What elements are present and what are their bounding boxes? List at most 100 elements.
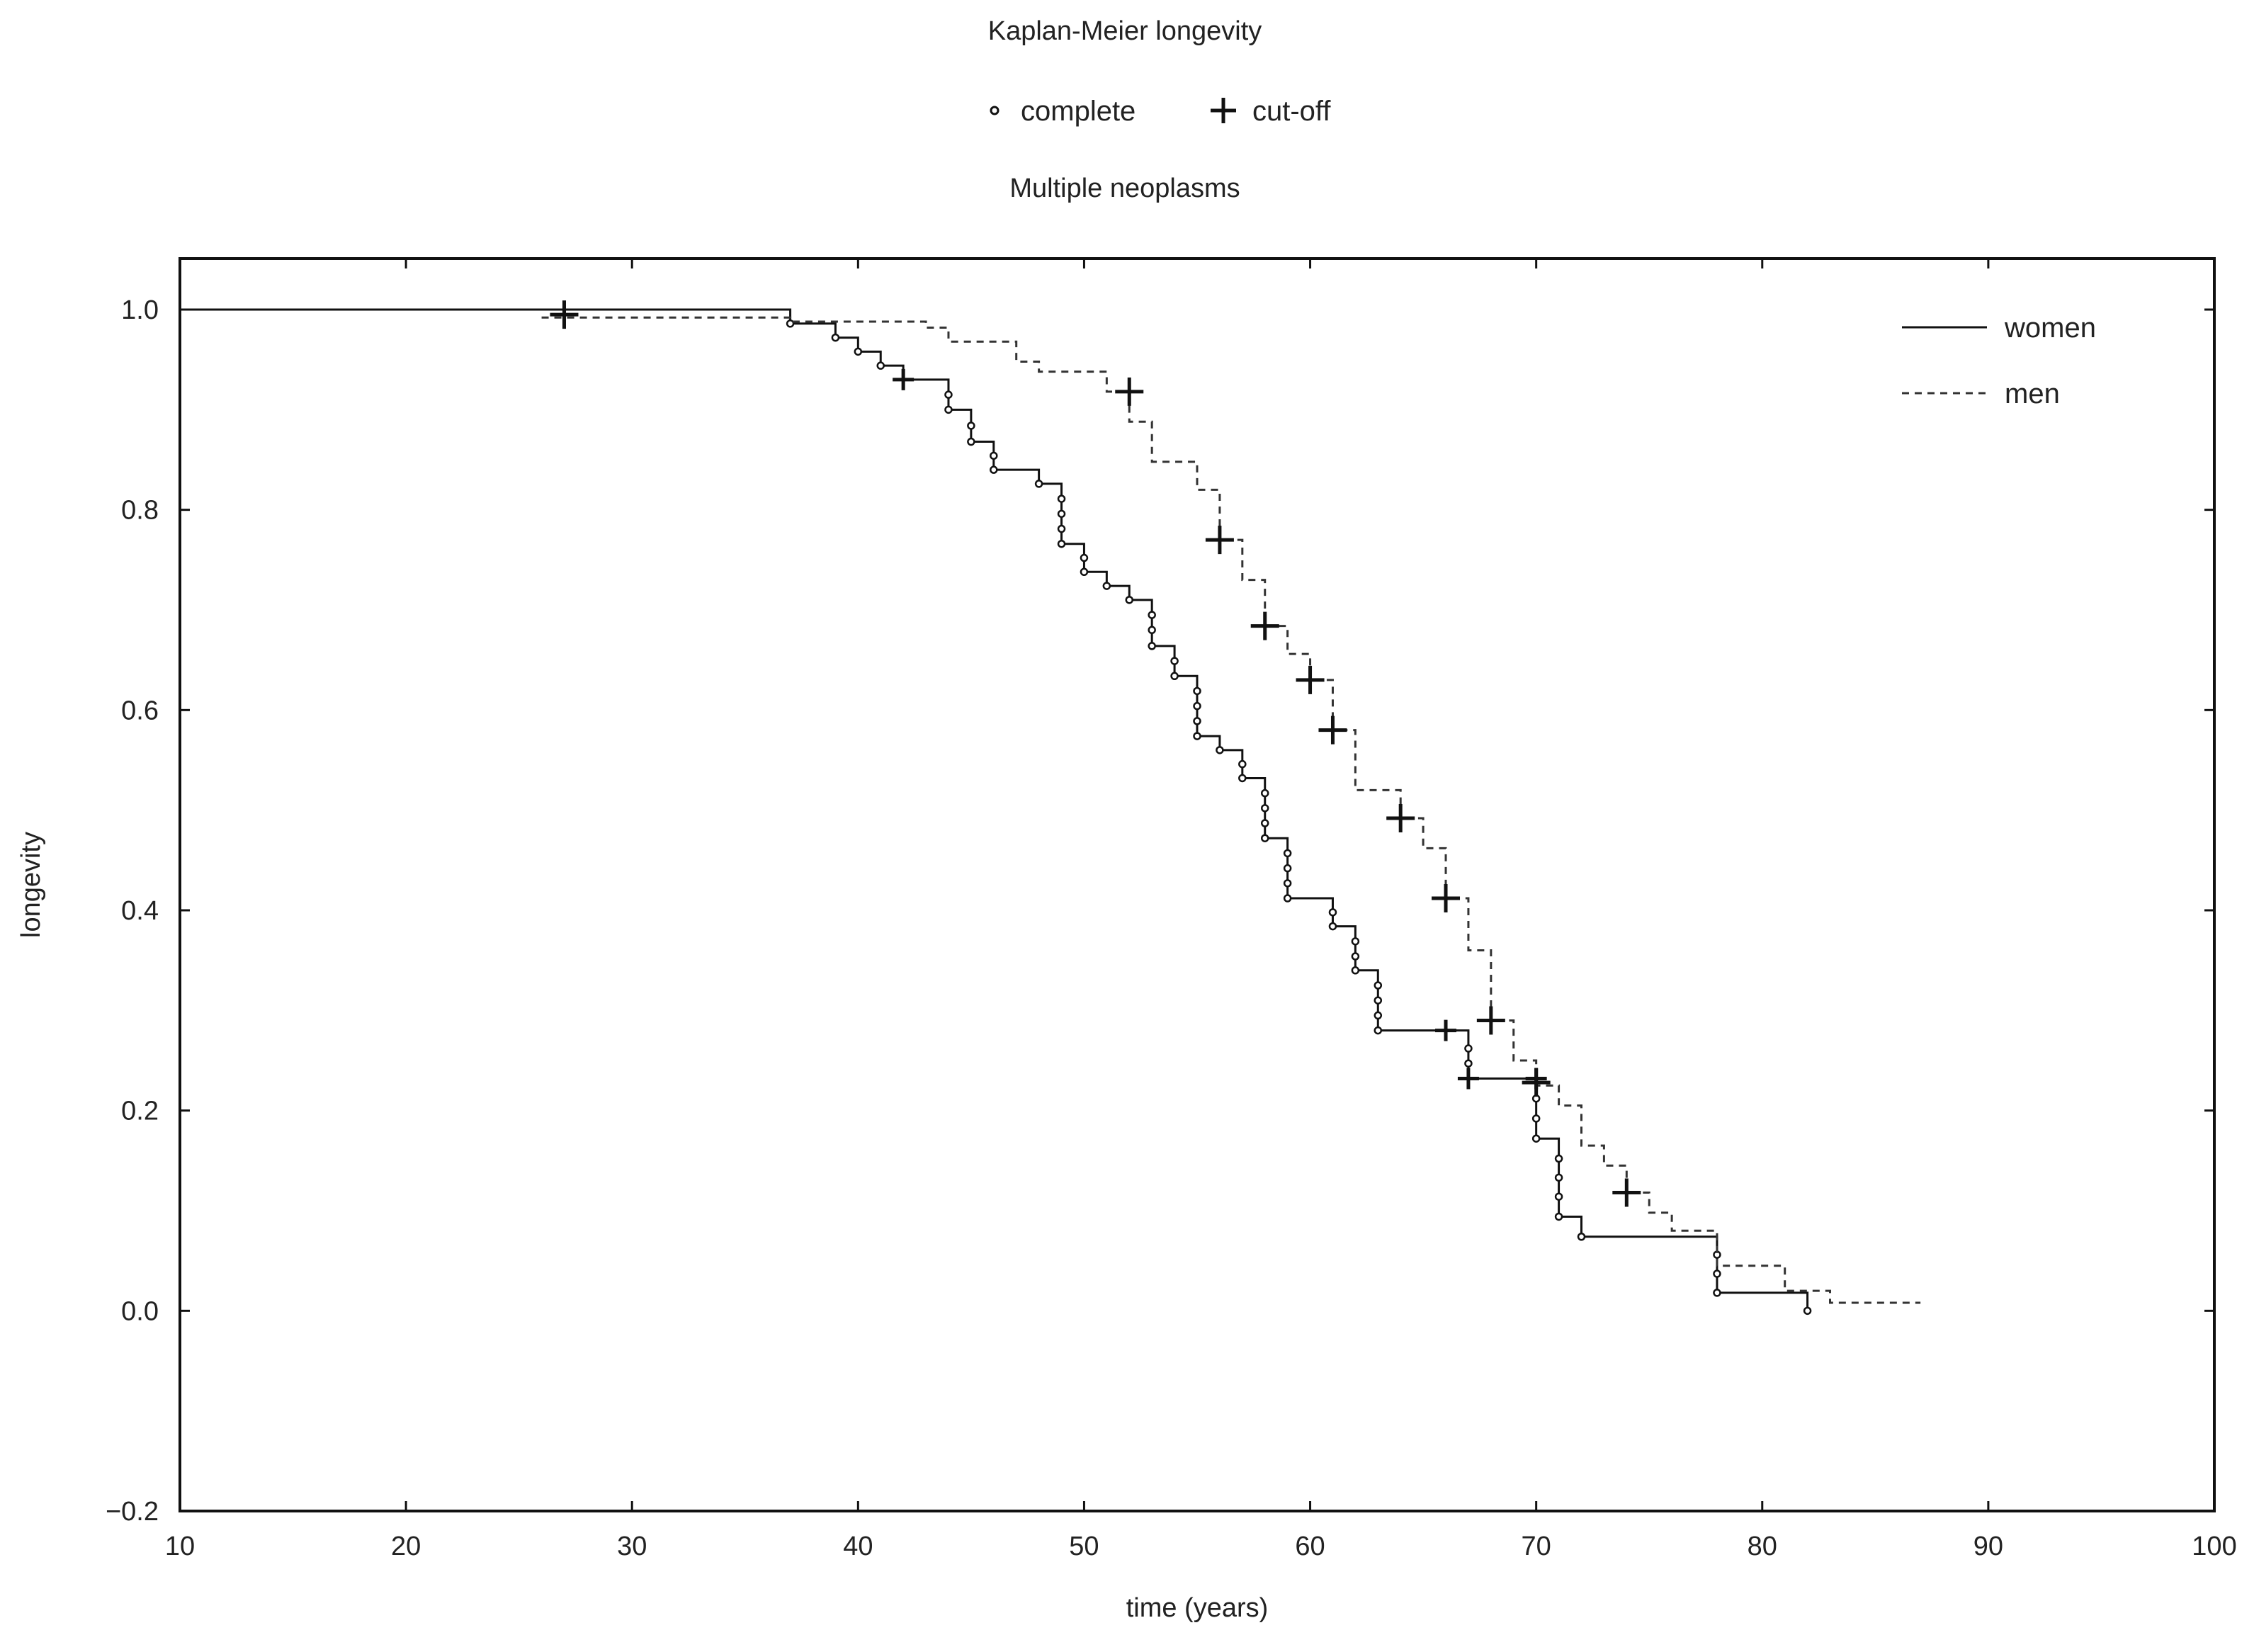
x-tick-label: 20 — [391, 1532, 421, 1561]
women-complete-point — [1260, 788, 1269, 798]
women-complete-point — [1531, 1114, 1541, 1123]
men-cutoff-point — [1205, 526, 1234, 555]
women-complete-point — [1193, 732, 1201, 740]
x-tick-label: 40 — [843, 1532, 873, 1561]
women-complete-point — [1216, 746, 1224, 754]
women-complete-point — [1125, 596, 1134, 604]
women-complete-point — [786, 319, 795, 328]
women-complete-point — [1102, 582, 1111, 590]
women-complete-point — [1328, 922, 1337, 931]
complete-legend-label: complete — [1021, 96, 1136, 127]
y-tick-label: 0.6 — [121, 696, 159, 725]
women-complete-point — [1464, 1044, 1473, 1053]
y-tick-label: 0.2 — [121, 1097, 159, 1126]
women-complete-point — [967, 437, 975, 446]
y-tick-label: 0.0 — [121, 1296, 159, 1326]
men-cutoff-point — [1432, 884, 1461, 913]
x-tick-label: 10 — [165, 1532, 195, 1561]
y-tick-label: −0.2 — [106, 1497, 159, 1527]
marker-legend: complete cut-off — [990, 96, 1331, 127]
women-complete-point — [944, 405, 953, 414]
series-women — [180, 308, 1812, 1316]
women-complete-point — [876, 361, 885, 370]
women-cutoff-point — [1457, 1068, 1479, 1090]
women-complete-point — [1351, 937, 1360, 946]
women-complete-point — [1531, 1134, 1541, 1143]
women-complete-point — [1328, 908, 1337, 917]
women-complete-point — [1170, 657, 1179, 665]
series-layer — [180, 300, 1921, 1316]
men-cutoff-point — [1296, 665, 1325, 694]
women-complete-point — [1170, 672, 1179, 681]
women-complete-point — [1374, 1011, 1383, 1020]
women-complete-point — [944, 390, 953, 399]
women-complete-point — [1713, 1269, 1721, 1278]
women-complete-point — [1283, 894, 1292, 903]
women-complete-point — [1554, 1192, 1563, 1201]
x-tick-label: 30 — [617, 1532, 647, 1561]
chart-title: Kaplan-Meier longevity — [988, 16, 1262, 46]
women-complete-point — [831, 333, 840, 342]
men-cutoff-point — [1522, 1068, 1551, 1097]
x-tick-label: 90 — [1973, 1532, 2003, 1561]
women-complete-point — [1374, 981, 1383, 990]
men-cutoff-point — [550, 300, 579, 329]
women-complete-point — [1148, 626, 1156, 635]
chart-subtitle: Multiple neoplasms — [1009, 174, 1240, 203]
women-complete-point — [1374, 1026, 1383, 1035]
women-complete-point — [854, 347, 863, 356]
women-complete-point — [1148, 611, 1156, 619]
women-complete-point — [1260, 834, 1269, 842]
cutoff-legend-plus-icon — [1211, 98, 1236, 123]
y-tick-label: 1.0 — [121, 295, 159, 325]
x-axis: 10 20 30 40 50 60 70 80 90 100 — [165, 259, 2237, 1561]
women-complete-point — [990, 465, 998, 474]
women-complete-point — [1080, 567, 1089, 577]
women-complete-point — [1034, 480, 1043, 488]
men-cutoff-point — [1318, 715, 1347, 745]
women-complete-point — [1238, 759, 1247, 769]
men-cutoff-point — [1386, 803, 1415, 832]
men-cutoff-point — [1250, 611, 1279, 640]
women-complete-point — [1080, 553, 1089, 562]
women-complete-point — [1057, 539, 1066, 548]
x-tick-label: 50 — [1069, 1532, 1099, 1561]
women-complete-point — [1554, 1154, 1563, 1163]
women-complete-point — [1374, 996, 1383, 1005]
women-complete-point — [1464, 1059, 1473, 1068]
x-axis-label: time (years) — [1126, 1593, 1269, 1623]
x-tick-label: 70 — [1522, 1532, 1551, 1561]
men-cutoff-point — [1115, 377, 1144, 406]
x-tick-label: 80 — [1748, 1532, 1777, 1561]
women-complete-point — [1238, 774, 1247, 783]
men-legend-label: men — [2005, 378, 2060, 409]
series-men — [541, 300, 1921, 1304]
women-complete-point — [1193, 717, 1201, 725]
y-axis-label: longevity — [16, 832, 46, 938]
plot-frame — [179, 257, 2216, 1512]
women-complete-point — [967, 422, 975, 430]
women-complete-point — [1057, 524, 1066, 533]
women-complete-point — [1713, 1289, 1721, 1297]
women-complete-point — [1057, 494, 1066, 503]
women-complete-point — [1351, 952, 1360, 961]
women-complete-point — [990, 451, 998, 460]
men-cutoff-point — [1476, 1006, 1505, 1035]
y-tick-label: 0.4 — [121, 896, 159, 926]
cutoff-legend-label: cut-off — [1252, 96, 1331, 127]
women-complete-point — [1554, 1212, 1563, 1221]
women-complete-point — [1283, 864, 1292, 873]
women-complete-point — [1057, 509, 1066, 519]
series-legend: women men — [1902, 312, 2096, 409]
y-tick-label: 0.8 — [121, 496, 159, 526]
women-complete-point — [1193, 701, 1201, 711]
women-cutoff-point — [893, 368, 914, 390]
women-cutoff-point — [1435, 1019, 1457, 1041]
women-complete-point — [1283, 849, 1292, 858]
women-complete-point — [1148, 642, 1156, 650]
complete-legend-circle-icon — [990, 106, 999, 115]
women-complete-point — [1577, 1232, 1586, 1241]
women-complete-point — [1283, 879, 1292, 888]
y-axis: −0.2 0.0 0.2 0.4 0.6 0.8 1.0 — [106, 295, 2214, 1527]
